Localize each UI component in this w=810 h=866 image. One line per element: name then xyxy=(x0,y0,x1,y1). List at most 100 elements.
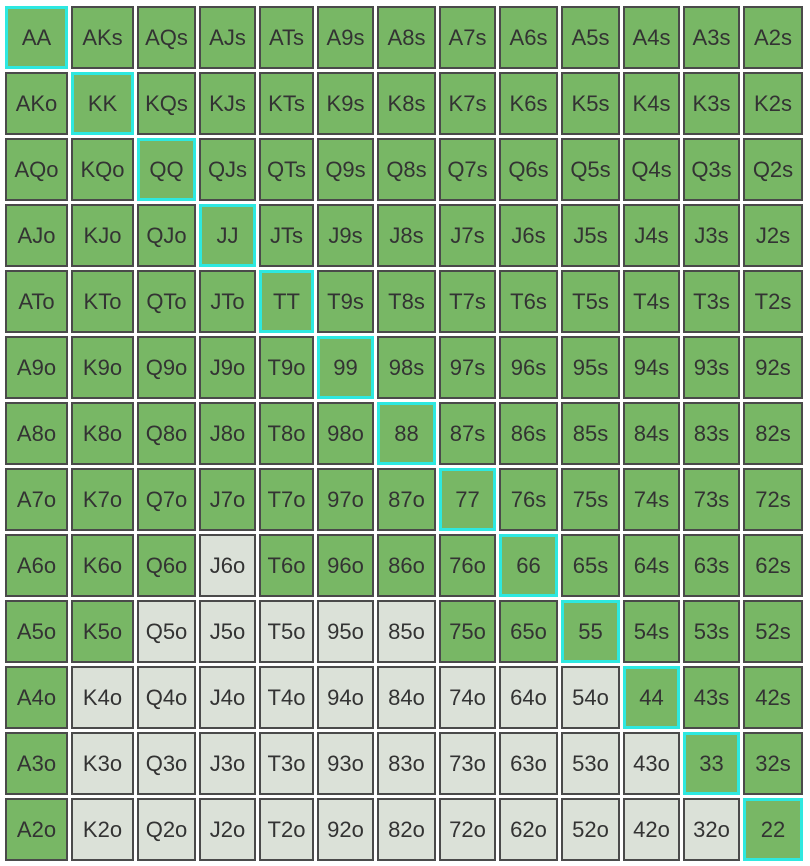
hand-cell-JJ[interactable]: JJ xyxy=(199,204,256,267)
hand-cell-A4s[interactable]: A4s xyxy=(623,6,680,69)
hand-cell-85s[interactable]: 85s xyxy=(561,402,620,465)
hand-cell-A3o[interactable]: A3o xyxy=(5,732,68,795)
hand-cell-Q6s[interactable]: Q6s xyxy=(499,138,558,201)
hand-cell-98s[interactable]: 98s xyxy=(377,336,436,399)
hand-cell-62s[interactable]: 62s xyxy=(743,534,803,597)
hand-cell-63s[interactable]: 63s xyxy=(683,534,740,597)
hand-cell-T2s[interactable]: T2s xyxy=(743,270,803,333)
hand-cell-93o[interactable]: 93o xyxy=(317,732,374,795)
hand-cell-66[interactable]: 66 xyxy=(499,534,558,597)
hand-cell-K6o[interactable]: K6o xyxy=(71,534,134,597)
hand-cell-A7o[interactable]: A7o xyxy=(5,468,68,531)
hand-cell-64s[interactable]: 64s xyxy=(623,534,680,597)
hand-cell-AA[interactable]: AA xyxy=(5,6,68,69)
hand-cell-K3s[interactable]: K3s xyxy=(683,72,740,135)
hand-cell-JTs[interactable]: JTs xyxy=(259,204,314,267)
hand-cell-A2o[interactable]: A2o xyxy=(5,798,68,861)
hand-cell-K8o[interactable]: K8o xyxy=(71,402,134,465)
hand-cell-Q8o[interactable]: Q8o xyxy=(137,402,196,465)
hand-cell-76s[interactable]: 76s xyxy=(499,468,558,531)
hand-cell-72o[interactable]: 72o xyxy=(439,798,496,861)
hand-cell-A6s[interactable]: A6s xyxy=(499,6,558,69)
hand-cell-Q7s[interactable]: Q7s xyxy=(439,138,496,201)
hand-cell-J3s[interactable]: J3s xyxy=(683,204,740,267)
hand-cell-87s[interactable]: 87s xyxy=(439,402,496,465)
hand-cell-53o[interactable]: 53o xyxy=(561,732,620,795)
hand-cell-KTo[interactable]: KTo xyxy=(71,270,134,333)
hand-cell-T4s[interactable]: T4s xyxy=(623,270,680,333)
hand-cell-KTs[interactable]: KTs xyxy=(259,72,314,135)
hand-cell-K9s[interactable]: K9s xyxy=(317,72,374,135)
hand-cell-QTo[interactable]: QTo xyxy=(137,270,196,333)
hand-cell-T6s[interactable]: T6s xyxy=(499,270,558,333)
hand-cell-JTo[interactable]: JTo xyxy=(199,270,256,333)
hand-cell-42s[interactable]: 42s xyxy=(743,666,803,729)
hand-cell-93s[interactable]: 93s xyxy=(683,336,740,399)
hand-cell-96s[interactable]: 96s xyxy=(499,336,558,399)
hand-cell-33[interactable]: 33 xyxy=(683,732,740,795)
hand-cell-K4s[interactable]: K4s xyxy=(623,72,680,135)
hand-cell-Q3s[interactable]: Q3s xyxy=(683,138,740,201)
hand-cell-J7o[interactable]: J7o xyxy=(199,468,256,531)
hand-cell-Q5s[interactable]: Q5s xyxy=(561,138,620,201)
hand-cell-55[interactable]: 55 xyxy=(561,600,620,663)
hand-cell-77[interactable]: 77 xyxy=(439,468,496,531)
hand-cell-K9o[interactable]: K9o xyxy=(71,336,134,399)
hand-cell-K3o[interactable]: K3o xyxy=(71,732,134,795)
hand-cell-K2o[interactable]: K2o xyxy=(71,798,134,861)
hand-cell-Q4o[interactable]: Q4o xyxy=(137,666,196,729)
hand-cell-Q2o[interactable]: Q2o xyxy=(137,798,196,861)
hand-cell-76o[interactable]: 76o xyxy=(439,534,496,597)
hand-cell-52s[interactable]: 52s xyxy=(743,600,803,663)
hand-cell-54s[interactable]: 54s xyxy=(623,600,680,663)
hand-cell-A4o[interactable]: A4o xyxy=(5,666,68,729)
hand-cell-98o[interactable]: 98o xyxy=(317,402,374,465)
hand-cell-T2o[interactable]: T2o xyxy=(259,798,314,861)
hand-cell-A8s[interactable]: A8s xyxy=(377,6,436,69)
hand-cell-83s[interactable]: 83s xyxy=(683,402,740,465)
hand-cell-97o[interactable]: 97o xyxy=(317,468,374,531)
hand-cell-85o[interactable]: 85o xyxy=(377,600,436,663)
hand-cell-A3s[interactable]: A3s xyxy=(683,6,740,69)
hand-cell-AQo[interactable]: AQo xyxy=(5,138,68,201)
hand-cell-72s[interactable]: 72s xyxy=(743,468,803,531)
hand-cell-94s[interactable]: 94s xyxy=(623,336,680,399)
hand-cell-J7s[interactable]: J7s xyxy=(439,204,496,267)
hand-cell-J5o[interactable]: J5o xyxy=(199,600,256,663)
hand-cell-ATo[interactable]: ATo xyxy=(5,270,68,333)
hand-cell-73o[interactable]: 73o xyxy=(439,732,496,795)
hand-cell-92s[interactable]: 92s xyxy=(743,336,803,399)
hand-cell-Q7o[interactable]: Q7o xyxy=(137,468,196,531)
hand-cell-T8o[interactable]: T8o xyxy=(259,402,314,465)
hand-cell-AQs[interactable]: AQs xyxy=(137,6,196,69)
hand-cell-A5o[interactable]: A5o xyxy=(5,600,68,663)
hand-cell-J8o[interactable]: J8o xyxy=(199,402,256,465)
hand-cell-TT[interactable]: TT xyxy=(259,270,314,333)
hand-cell-22[interactable]: 22 xyxy=(743,798,803,861)
hand-cell-52o[interactable]: 52o xyxy=(561,798,620,861)
hand-cell-T5s[interactable]: T5s xyxy=(561,270,620,333)
hand-cell-QTs[interactable]: QTs xyxy=(259,138,314,201)
hand-cell-42o[interactable]: 42o xyxy=(623,798,680,861)
hand-cell-94o[interactable]: 94o xyxy=(317,666,374,729)
hand-cell-44[interactable]: 44 xyxy=(623,666,680,729)
hand-cell-QJs[interactable]: QJs xyxy=(199,138,256,201)
hand-cell-Q2s[interactable]: Q2s xyxy=(743,138,803,201)
hand-cell-K5o[interactable]: K5o xyxy=(71,600,134,663)
hand-cell-64o[interactable]: 64o xyxy=(499,666,558,729)
hand-cell-T9o[interactable]: T9o xyxy=(259,336,314,399)
hand-cell-J3o[interactable]: J3o xyxy=(199,732,256,795)
hand-cell-AJs[interactable]: AJs xyxy=(199,6,256,69)
hand-cell-K8s[interactable]: K8s xyxy=(377,72,436,135)
hand-cell-AKs[interactable]: AKs xyxy=(71,6,134,69)
hand-cell-84o[interactable]: 84o xyxy=(377,666,436,729)
hand-cell-88[interactable]: 88 xyxy=(377,402,436,465)
hand-cell-99[interactable]: 99 xyxy=(317,336,374,399)
hand-cell-54o[interactable]: 54o xyxy=(561,666,620,729)
hand-cell-J4o[interactable]: J4o xyxy=(199,666,256,729)
hand-cell-43o[interactable]: 43o xyxy=(623,732,680,795)
hand-cell-95s[interactable]: 95s xyxy=(561,336,620,399)
hand-cell-86o[interactable]: 86o xyxy=(377,534,436,597)
hand-cell-Q5o[interactable]: Q5o xyxy=(137,600,196,663)
hand-cell-87o[interactable]: 87o xyxy=(377,468,436,531)
